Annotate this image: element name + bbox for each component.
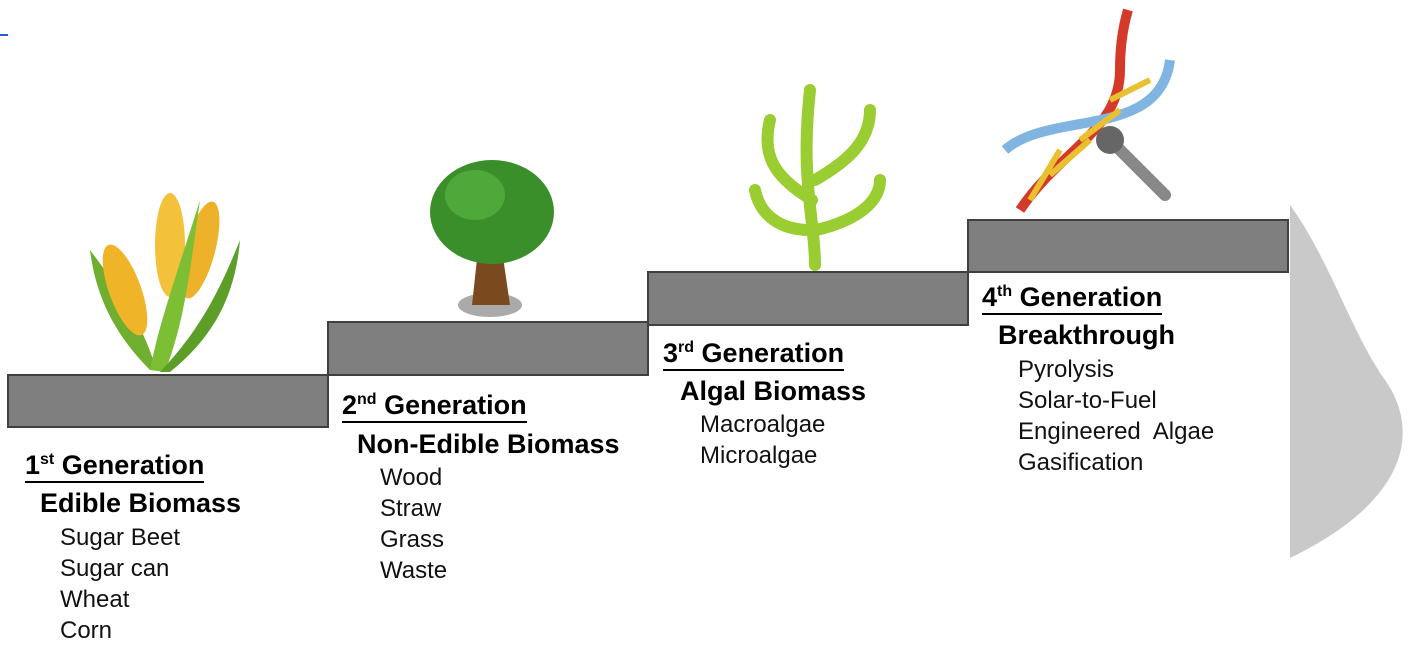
title-word: Generation <box>61 450 205 480</box>
item: Macroalgae <box>700 411 826 438</box>
item: Solar-to-Fuel <box>1018 387 1157 414</box>
seaweed-icon <box>749 84 886 271</box>
category: Breakthrough <box>998 320 1176 350</box>
step-1 <box>7 374 329 428</box>
item: Pyrolysis <box>1018 356 1115 383</box>
category: Algal Biomass <box>680 376 867 406</box>
tree-icon <box>430 160 554 317</box>
item: Engineered Algae <box>1018 418 1215 445</box>
corn-icon <box>90 193 240 372</box>
generation-title: 2nd Generation <box>342 384 527 423</box>
title-word: Generation <box>701 338 845 368</box>
category: Edible Biomass <box>40 488 242 518</box>
item: Grass <box>380 526 445 553</box>
item: Wood <box>380 464 443 491</box>
ordinal: 3 <box>663 338 679 368</box>
ordinal-suffix: nd <box>357 391 377 408</box>
generation-title: 1st Generation <box>25 444 205 483</box>
ordinal: 1 <box>25 450 41 480</box>
item: Sugar Beet <box>60 524 181 551</box>
step-2 <box>327 321 649 376</box>
item: Waste <box>380 557 448 584</box>
title-word: Generation <box>384 390 527 420</box>
title-word: Generation <box>1019 282 1163 312</box>
generation-title: 4th Generation <box>982 276 1163 315</box>
item: Wheat <box>60 586 130 613</box>
item: Sugar can <box>60 555 170 582</box>
ordinal-suffix: st <box>40 451 55 468</box>
item: Microalgae <box>700 442 818 469</box>
item: Gasification <box>1018 449 1144 476</box>
ordinal: 2 <box>342 390 358 420</box>
ordinal: 4 <box>982 282 998 312</box>
category: Non-Edible Biomass <box>357 429 620 459</box>
dna-icon <box>1001 8 1175 213</box>
generation-title: 3rd Generation <box>663 332 845 371</box>
item: Straw <box>380 495 442 522</box>
fade-shape <box>1290 205 1403 558</box>
step-4 <box>967 219 1289 273</box>
item: Corn <box>60 617 113 644</box>
step-3 <box>647 271 969 326</box>
ordinal-suffix: rd <box>678 339 695 356</box>
ordinal-suffix: th <box>997 283 1013 300</box>
